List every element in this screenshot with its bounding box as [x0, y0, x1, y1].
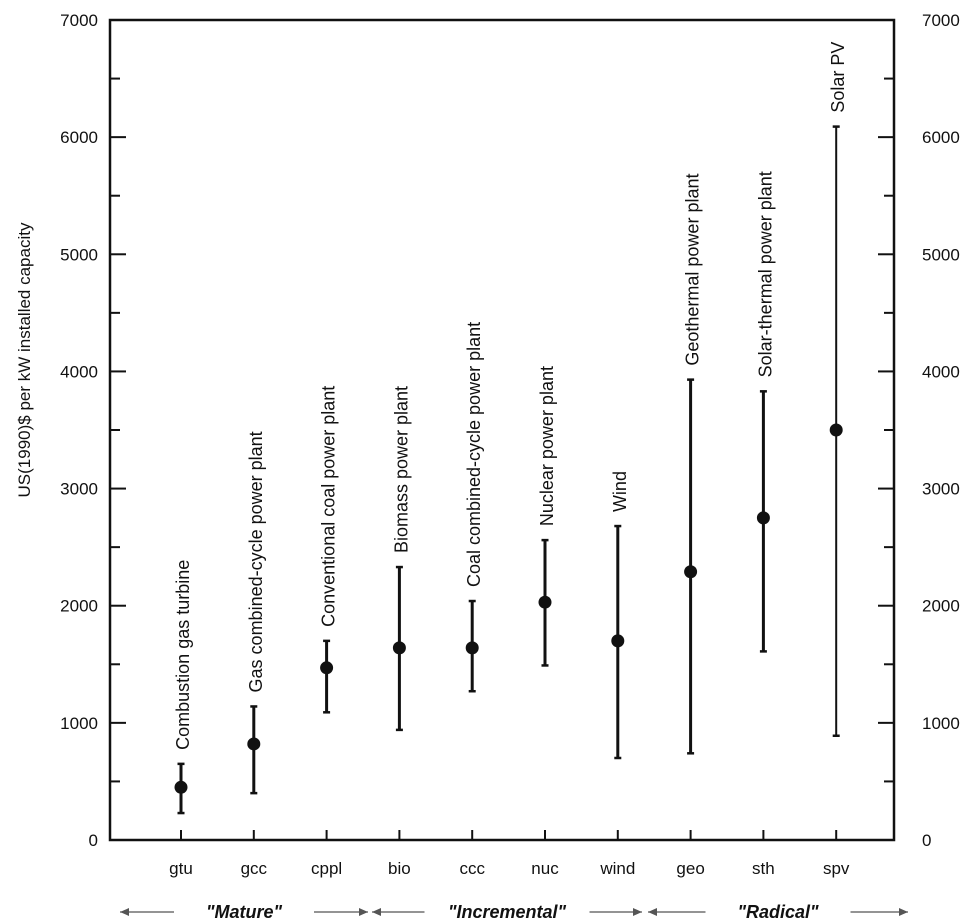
group-label: "Radical" [737, 902, 819, 919]
data-point-nuc [538, 595, 552, 609]
data-point-geo [684, 565, 698, 579]
y-tick-label-left: 6000 [60, 128, 98, 147]
x-axis: gtu gcc cppl bio ccc nuc wind geo sth spv [169, 830, 850, 878]
y-tick-label-left: 4000 [60, 362, 98, 381]
data-point-spv [829, 423, 843, 437]
point-label-nuc: Nuclear power plant [537, 366, 557, 526]
group-label: "Mature" [206, 902, 283, 919]
data-point-bio [392, 641, 406, 655]
x-tick-label: nuc [531, 859, 559, 878]
y-tick-label-right: 2000 [922, 597, 960, 616]
y-tick-label-left: 5000 [60, 245, 98, 264]
y-tick-label-right: 0 [922, 831, 931, 850]
x-tick-label: spv [823, 859, 850, 878]
point-label-gtu: Combustion gas turbine [173, 560, 193, 750]
x-tick-label: wind [599, 859, 635, 878]
data-point-gcc [247, 737, 261, 751]
x-tick-label: sth [752, 859, 775, 878]
arrowhead-left-icon [120, 908, 129, 916]
group-label: "Incremental" [448, 902, 567, 919]
arrowhead-left-icon [372, 908, 381, 916]
y-tick-label-left: 7000 [60, 11, 98, 30]
point-label-sth: Solar-thermal power plant [755, 171, 775, 377]
x-tick-label: cppl [311, 859, 342, 878]
y-tick-label-right: 4000 [922, 362, 960, 381]
y-tick-label-left: 1000 [60, 714, 98, 733]
plot-frame [108, 18, 896, 842]
y-tick-label-left: 3000 [60, 480, 98, 499]
y-axis: 0 0 1000 1000 2000 2000 3000 3000 4000 4000 5000 50… [60, 11, 960, 850]
x-tick-label: gtu [169, 859, 193, 878]
data-point-gtu [174, 780, 188, 794]
data-point-wind [611, 634, 625, 648]
data-point-sth [756, 511, 770, 525]
y-tick-label-right: 1000 [922, 714, 960, 733]
arrowhead-right-icon [899, 908, 908, 916]
x-tick-label: ccc [459, 859, 485, 878]
data-point-ccc [465, 641, 479, 655]
arrowhead-right-icon [633, 908, 642, 916]
data-points: Combustion gas turbine Gas combined-cycle… [173, 42, 848, 815]
y-tick-label-left: 0 [89, 831, 98, 850]
point-label-geo: Geothermal power plant [683, 174, 703, 366]
y-tick-label-right: 3000 [922, 480, 960, 499]
point-label-bio: Biomass power plant [391, 386, 411, 553]
y-tick-label-left: 2000 [60, 597, 98, 616]
y-tick-label-right: 5000 [922, 245, 960, 264]
x-tick-label: geo [676, 859, 704, 878]
arrowhead-right-icon [359, 908, 368, 916]
x-tick-label: bio [388, 859, 411, 878]
point-label-cppl: Conventional coal power plant [319, 386, 339, 627]
point-label-spv: Solar PV [828, 42, 848, 113]
point-label-ccc: Coal combined-cycle power plant [464, 322, 484, 587]
y-tick-label-right: 7000 [922, 11, 960, 30]
point-label-gcc: Gas combined-cycle power plant [246, 431, 266, 692]
data-point-cppl [320, 661, 334, 675]
group-arrows: "Mature" "Incremental" "Radical" [120, 902, 908, 922]
point-label-wind: Wind [610, 471, 630, 512]
arrowhead-left-icon [648, 908, 657, 916]
y-axis-title: US(1990)$ per kW installed capacity [15, 222, 34, 497]
x-tick-label: gcc [241, 859, 268, 878]
y-tick-label-right: 6000 [922, 128, 960, 147]
